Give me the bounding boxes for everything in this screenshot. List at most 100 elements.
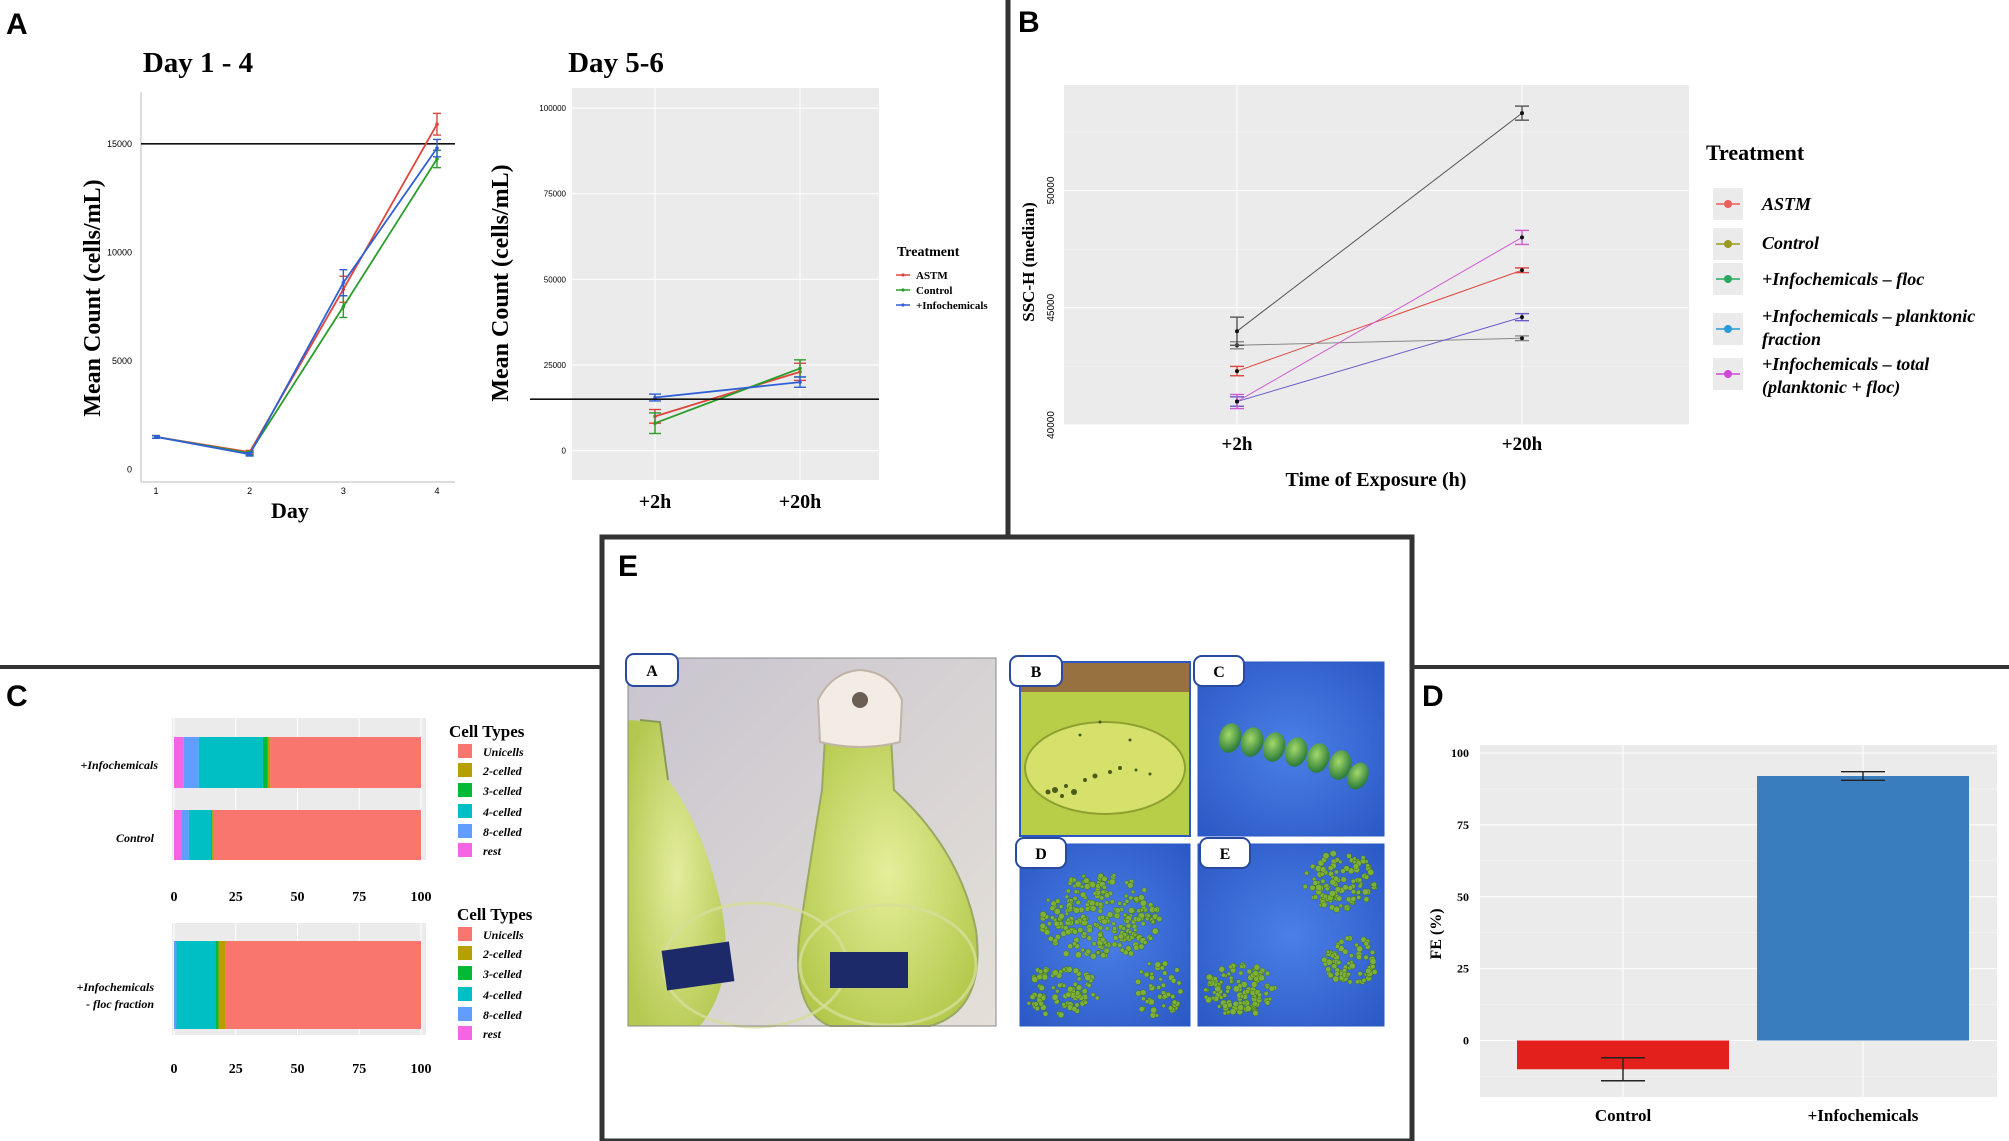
microscopy-cell	[1036, 973, 1043, 980]
microscopy-cell	[1332, 975, 1340, 983]
chart-c2-legend-swatch	[458, 966, 472, 980]
microscopy-cell	[1072, 967, 1080, 975]
chart-b-point	[1235, 399, 1239, 404]
chart-a2-plot-bg	[572, 88, 879, 480]
chart-b-legend-label: ASTM	[1761, 194, 1812, 214]
microscopy-cell	[1320, 878, 1326, 884]
microscopy-cell	[1312, 894, 1319, 900]
chart-c2-xtick: 50	[291, 1062, 305, 1077]
microscopy-cell	[1365, 967, 1372, 975]
chart-a2-line-astm	[654, 370, 801, 418]
photo-d-tag-label: D	[1035, 846, 1047, 863]
microscopy-cell	[1067, 986, 1074, 993]
microscopy-cell	[1086, 927, 1093, 934]
chart-a1-xtick: 3	[341, 486, 346, 496]
chart-a1-point-info	[341, 280, 346, 285]
microscopy-cell	[1321, 956, 1328, 963]
microscopy-cell	[1176, 980, 1182, 986]
chart-c2-legend-swatch	[458, 1026, 472, 1040]
chart-d-marks	[1517, 770, 1969, 1082]
panel-letter-e: E	[618, 550, 638, 583]
microscopy-cell	[1350, 896, 1357, 902]
microscopy-cell	[1111, 941, 1118, 948]
microscopy-cell	[1100, 937, 1106, 943]
chart-d-xticks: Control +Infochemicals	[1595, 1106, 1919, 1125]
chart-c-bar-segment	[215, 941, 219, 1029]
chart-b-point	[1520, 111, 1524, 116]
chart-c1-legend-swatch	[458, 804, 472, 818]
microscopy-cell	[1232, 1000, 1239, 1008]
chart-c2-legend-label: 2-celled	[482, 947, 523, 961]
chart-a2-legend-dot-info	[901, 303, 905, 307]
microscopy-cell	[1203, 995, 1209, 1000]
chart-a1-xticks: 1 2 3 4	[153, 486, 439, 496]
microscopy-cell	[1068, 905, 1073, 911]
chart-b-legend: Treatment ASTM Control	[1706, 140, 1975, 398]
microscopy-cell	[1241, 1000, 1247, 1006]
microscopy-cell	[1214, 985, 1222, 993]
chart-c2-xtick: 75	[352, 1062, 366, 1077]
microscopy-cell	[1327, 865, 1334, 871]
chart-c-bar-segment	[211, 810, 213, 860]
chart-b-xtick: +2h	[1222, 434, 1253, 455]
microscopy-cell	[1133, 927, 1138, 933]
chart-a2-line-info	[654, 381, 801, 399]
microscopy-cell	[1062, 950, 1070, 957]
microscopy-cell	[1346, 853, 1352, 859]
chart-a2-point-info	[798, 380, 802, 384]
microscopy-cell	[1074, 1002, 1080, 1008]
microscopy-cell	[1363, 941, 1369, 947]
chart-c2-xtick: 100	[411, 1062, 432, 1077]
microscopy-cell	[1320, 866, 1327, 873]
microscopy-cell	[1158, 977, 1163, 982]
photo-a-cotton-plug	[816, 668, 904, 748]
chart-a2-yticks: 0 25000 50000 75000 100000	[539, 104, 566, 455]
microscopy-cell	[1226, 971, 1231, 977]
microscopy-cell	[1309, 884, 1316, 891]
microscopy-cell	[1264, 970, 1271, 977]
microscopy-cell	[1055, 898, 1061, 904]
chart-a2-title: Day 5-6	[568, 47, 664, 79]
microscopy-cell	[1253, 976, 1260, 982]
microscopy-cell	[1127, 929, 1133, 935]
microscopy-cell	[1151, 927, 1159, 935]
microscopy-cell	[1084, 906, 1091, 912]
panel-e-frame	[599, 534, 1415, 1141]
chart-a2-xtick: +2h	[639, 491, 672, 513]
microscopy-cell	[1229, 1008, 1237, 1015]
microscopy-cell	[1220, 972, 1226, 978]
chart-c2-legend: Cell Types Unicells 2-celled 3-celled 4-…	[457, 905, 533, 1041]
chart-c1-legend-label: 2-celled	[482, 764, 523, 778]
chart-c1-legend-label: 4-celled	[482, 805, 523, 819]
microscopy-cell	[1206, 973, 1213, 981]
microscopy-cell	[1053, 908, 1061, 915]
microscopy-cell	[1346, 972, 1351, 977]
chart-c2-legend-label: 3-celled	[482, 967, 523, 981]
photo-a-tag-label: A	[646, 663, 658, 680]
microscopy-cell	[1092, 891, 1097, 896]
microscopy-cell	[1156, 985, 1162, 990]
microscopy-cell	[1148, 935, 1154, 941]
chart-a1-point-control	[341, 304, 346, 309]
microscopy-cell	[1257, 992, 1262, 998]
microscopy-cell	[1354, 942, 1359, 948]
microscopy-cell	[1338, 859, 1343, 865]
microscopy-cell	[1143, 971, 1150, 978]
chart-c-bar-segment	[183, 737, 199, 788]
microscopy-cell	[1369, 949, 1375, 955]
microscopy-cell	[1085, 948, 1092, 955]
chart-b-legend-item: +Infochemicals – planktonic fraction	[1713, 306, 1975, 349]
panel-letter-d: D	[1422, 680, 1444, 713]
microscopy-cell	[1327, 972, 1334, 979]
microscopy-cell	[1051, 985, 1056, 990]
microscopy-cell	[1099, 895, 1105, 901]
microscopy-cell	[1099, 914, 1105, 920]
microscopy-cell	[1119, 947, 1125, 953]
chart-d: FE (%) 0 25 50 75 100 Control +Infochemi…	[1428, 745, 1997, 1125]
microscopy-cell	[1154, 1013, 1160, 1018]
photo-a-right-label	[830, 952, 908, 988]
microscopy-cell	[1140, 989, 1147, 996]
microscopy-cell	[1121, 926, 1126, 931]
microscopy-cell	[1136, 908, 1141, 914]
